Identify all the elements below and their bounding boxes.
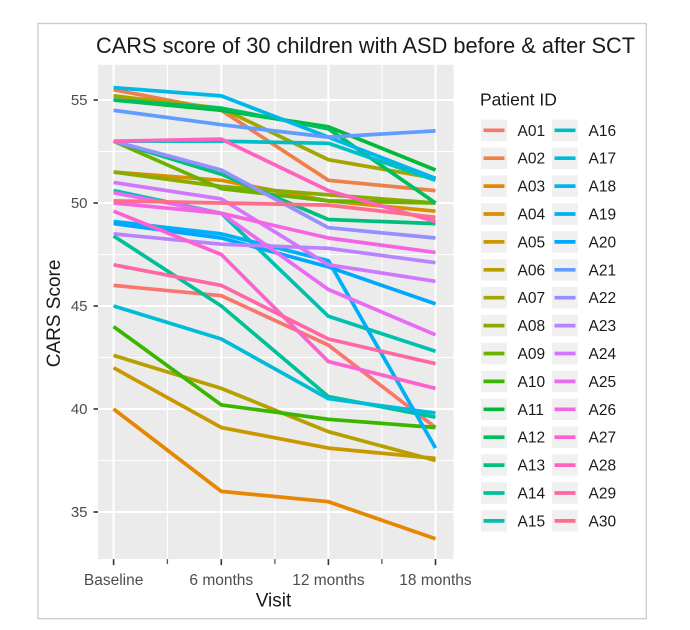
svg-text:Baseline: Baseline bbox=[84, 572, 143, 589]
svg-text:A04: A04 bbox=[518, 207, 546, 224]
svg-text:A12: A12 bbox=[518, 430, 546, 447]
svg-text:A09: A09 bbox=[518, 346, 546, 363]
svg-text:A25: A25 bbox=[589, 374, 617, 391]
svg-text:A26: A26 bbox=[589, 402, 617, 419]
svg-text:6 months: 6 months bbox=[189, 572, 253, 589]
svg-text:40: 40 bbox=[71, 401, 88, 418]
svg-text:12 months: 12 months bbox=[292, 572, 365, 589]
svg-text:A28: A28 bbox=[589, 458, 617, 475]
svg-text:45: 45 bbox=[71, 298, 88, 315]
svg-text:A14: A14 bbox=[518, 486, 546, 503]
svg-text:A05: A05 bbox=[518, 234, 546, 251]
svg-text:A16: A16 bbox=[589, 123, 617, 140]
svg-text:A19: A19 bbox=[589, 207, 617, 224]
svg-text:A10: A10 bbox=[518, 374, 546, 391]
svg-text:18 months: 18 months bbox=[399, 572, 472, 589]
svg-text:A07: A07 bbox=[518, 290, 546, 307]
svg-text:A03: A03 bbox=[518, 179, 546, 196]
svg-text:A22: A22 bbox=[589, 290, 617, 307]
svg-text:A18: A18 bbox=[589, 179, 617, 196]
svg-text:A01: A01 bbox=[518, 123, 546, 140]
svg-text:A15: A15 bbox=[518, 513, 546, 530]
svg-text:55: 55 bbox=[71, 92, 88, 109]
svg-text:A30: A30 bbox=[589, 513, 617, 530]
svg-text:35: 35 bbox=[71, 504, 88, 521]
svg-text:A11: A11 bbox=[518, 402, 544, 419]
svg-text:A20: A20 bbox=[589, 234, 617, 251]
svg-text:A21: A21 bbox=[589, 262, 617, 279]
svg-text:Visit: Visit bbox=[256, 591, 292, 612]
svg-text:A23: A23 bbox=[589, 318, 617, 335]
svg-text:A02: A02 bbox=[518, 151, 546, 168]
svg-text:A13: A13 bbox=[518, 458, 546, 475]
svg-text:A27: A27 bbox=[589, 430, 617, 447]
svg-text:A08: A08 bbox=[518, 318, 546, 335]
svg-text:Patient ID: Patient ID bbox=[480, 90, 557, 110]
svg-text:A29: A29 bbox=[589, 486, 617, 503]
svg-text:50: 50 bbox=[71, 195, 88, 212]
svg-text:CARS Score: CARS Score bbox=[44, 260, 65, 368]
svg-text:A24: A24 bbox=[589, 346, 617, 363]
svg-text:A06: A06 bbox=[518, 262, 546, 279]
svg-text:CARS score of 30 children with: CARS score of 30 children with ASD befor… bbox=[96, 33, 635, 58]
svg-text:A17: A17 bbox=[589, 151, 617, 168]
